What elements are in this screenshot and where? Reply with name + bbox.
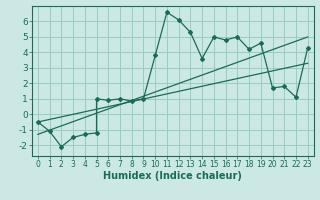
X-axis label: Humidex (Indice chaleur): Humidex (Indice chaleur)	[103, 171, 242, 181]
